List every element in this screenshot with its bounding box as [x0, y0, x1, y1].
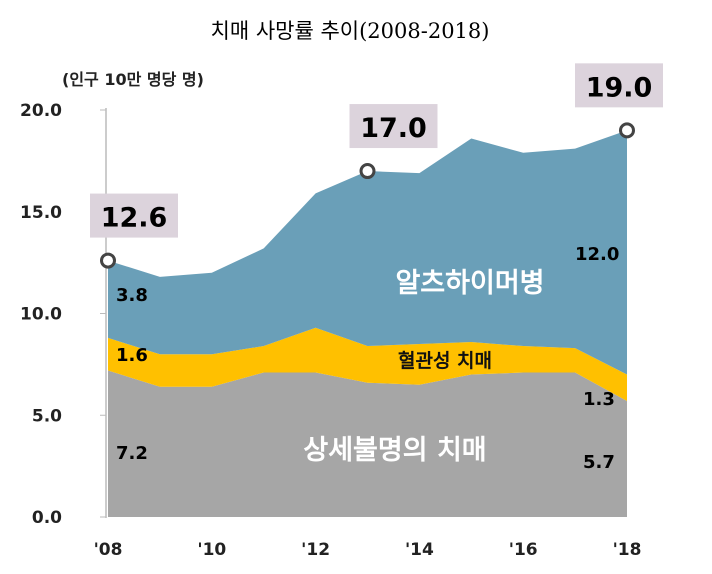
- area-label-alzheimer: 알츠하이머병: [395, 268, 544, 299]
- data-label-alzheimer-2018: 12.0: [575, 244, 619, 265]
- callout-total-label: 19.0: [586, 72, 653, 103]
- area-alzheimer: [108, 130, 627, 375]
- x-tick-label: '18: [613, 540, 642, 560]
- callout-total-label: 12.6: [101, 203, 168, 234]
- x-ticks: '08 '10 '12 '14 '16 '18: [94, 540, 642, 560]
- x-tick-label: '14: [405, 540, 434, 560]
- callout-box: [349, 104, 438, 149]
- x-tick-label: '08: [94, 540, 123, 560]
- y-tick-label: 20.0: [20, 101, 62, 121]
- data-label-unspecified-2018: 5.7: [583, 452, 615, 473]
- x-tick-label: '10: [197, 540, 226, 560]
- area-unspecified-dementia: [108, 370, 627, 517]
- area-label-unspecified: 상세불명의 치매: [303, 435, 486, 466]
- data-label-vascular-2018: 1.3: [583, 389, 615, 410]
- area-label-vascular: 혈관성 치매: [398, 349, 492, 372]
- y-axis-label: (인구 10만 명당 명): [62, 70, 204, 89]
- data-label-unspecified-2008: 7.2: [116, 443, 148, 464]
- callouts: 12.6 17.0 19.0: [90, 63, 663, 269]
- total-marker: [100, 252, 116, 269]
- total-marker: [619, 122, 635, 139]
- chart-title: 치매 사망률 추이(2008-2018): [211, 19, 490, 43]
- callout-total-label: 17.0: [360, 113, 427, 144]
- callout-box: [575, 63, 663, 108]
- x-tick-label: '12: [301, 540, 330, 560]
- x-tick-label: '16: [509, 540, 538, 560]
- data-label-vascular-2008: 1.6: [116, 345, 148, 366]
- y-tick-label: 10.0: [20, 305, 62, 325]
- y-ticks: 0.0 5.0 10.0 15.0 20.0: [20, 101, 106, 528]
- area-vascular-dementia: [108, 327, 627, 402]
- y-tick-label: 5.0: [32, 406, 62, 426]
- total-marker: [359, 163, 376, 180]
- y-tick-label: 0.0: [32, 508, 62, 528]
- callout-box: [90, 193, 178, 238]
- y-tick-label: 15.0: [20, 203, 62, 223]
- data-label-alzheimer-2008: 3.8: [116, 285, 148, 306]
- areas: [108, 130, 627, 517]
